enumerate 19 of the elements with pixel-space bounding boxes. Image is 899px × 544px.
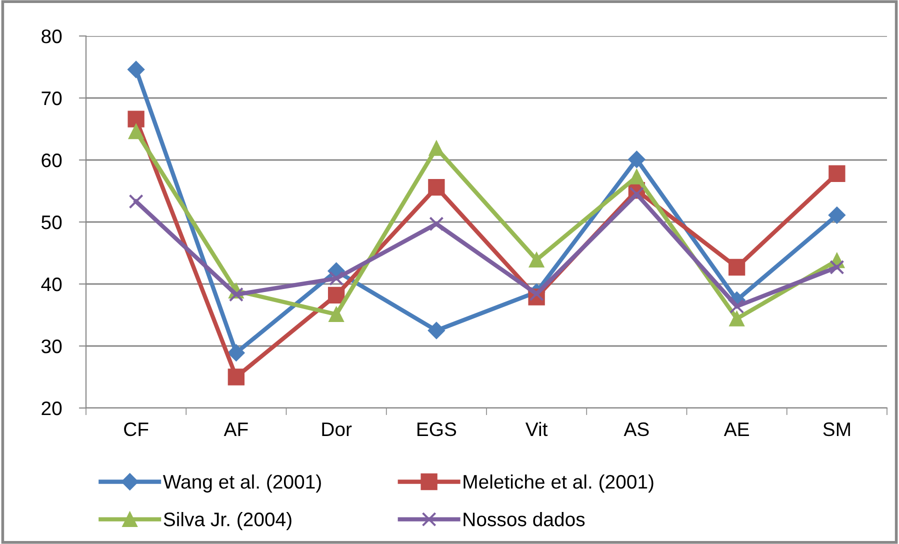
y-tick-label: 30 — [42, 339, 62, 354]
x-tick-label: Dor — [322, 422, 352, 436]
x-tick-label: SM — [823, 422, 850, 436]
legend-label: Meletiche et al. (2001) — [464, 474, 654, 493]
x-tick-label: AS — [624, 422, 649, 436]
legend-label: Nossos dados — [464, 512, 585, 526]
y-tick-label: 40 — [41, 277, 62, 292]
y-tick-label: 50 — [42, 215, 62, 230]
x-tick-label: Vit — [525, 422, 548, 436]
legend-label: Wang et al. (2001) — [162, 474, 321, 493]
x-tick-label: AE — [724, 422, 749, 436]
y-tick-label: 80 — [42, 29, 62, 44]
x-tick-label: EGS — [418, 422, 456, 436]
y-tick-label: 70 — [42, 91, 62, 106]
y-tick-label: 60 — [42, 153, 62, 168]
x-tick-label: CF — [124, 422, 148, 436]
legend-label: Silva Jr. (2004) — [164, 512, 292, 530]
x-tick-label: AF — [224, 422, 248, 436]
y-tick-label: 20 — [42, 401, 62, 416]
